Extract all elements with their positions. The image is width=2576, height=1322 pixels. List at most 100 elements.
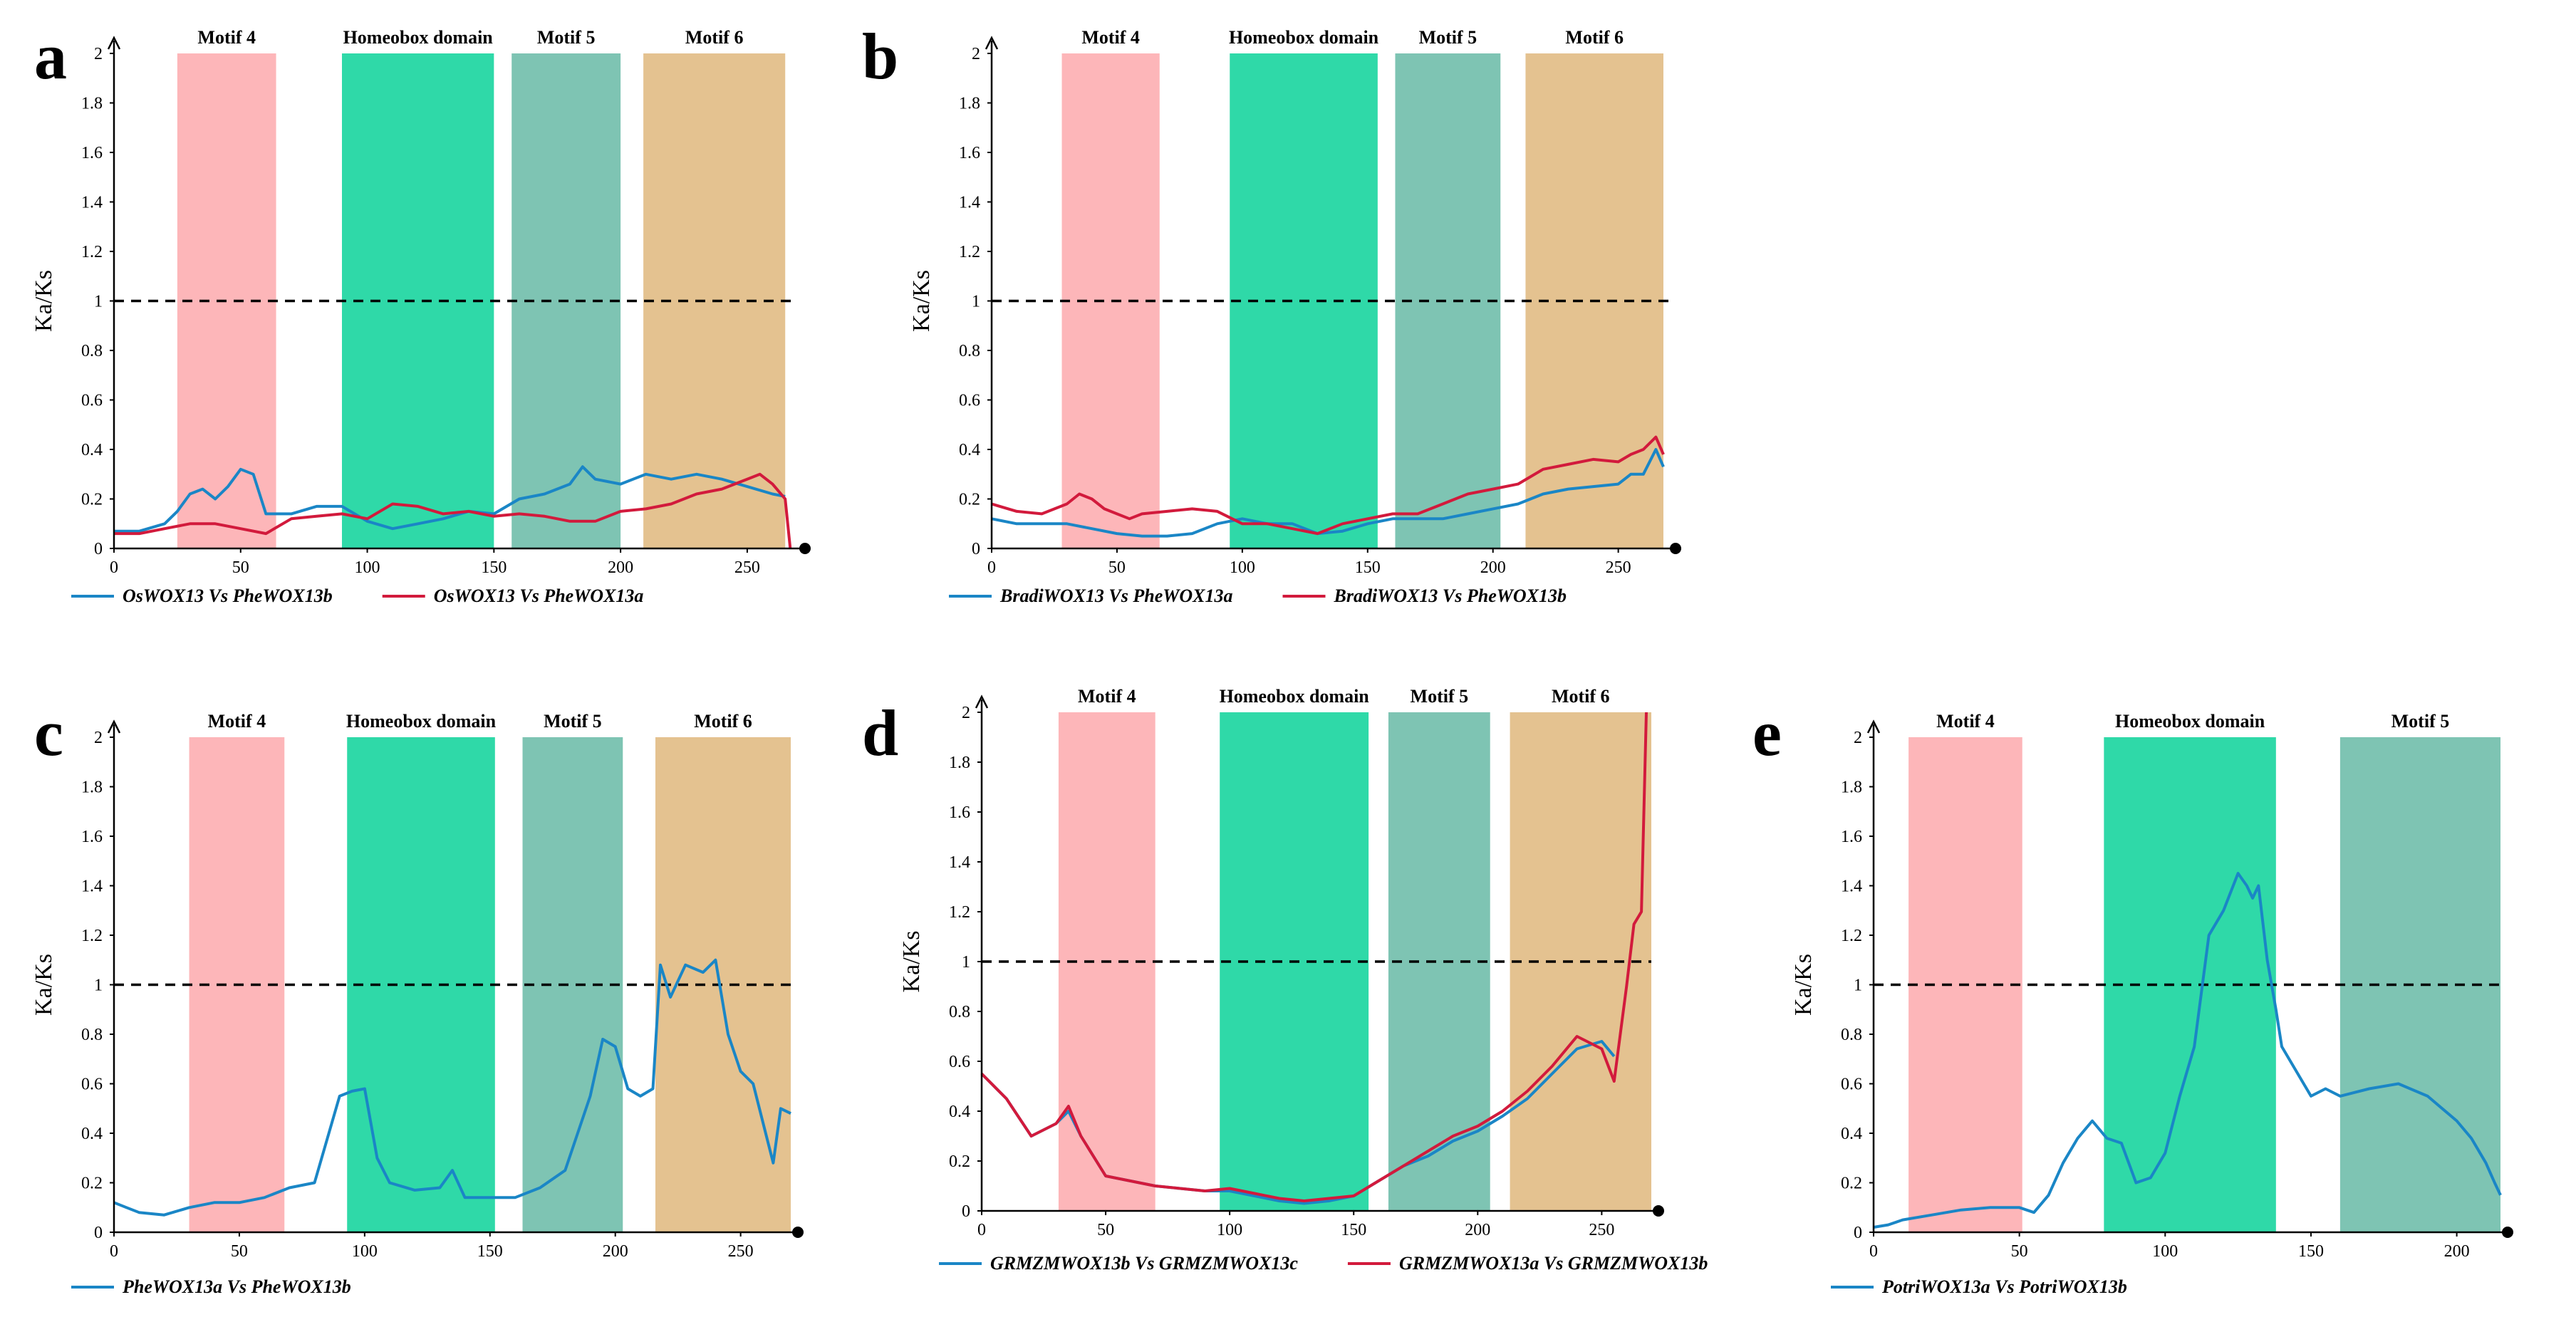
region-label-c-3: Motif 6 [694, 711, 752, 732]
y-tick-label-c-3: 0.6 [81, 1076, 103, 1094]
x-tick-label-d-1: 50 [1097, 1221, 1114, 1239]
x-axis-end-marker-d [1653, 1205, 1664, 1217]
x-tick-label-e-2: 100 [2152, 1242, 2178, 1261]
y-tick-label-e-10: 2 [1854, 729, 1862, 747]
y-tick-label-c-0: 0 [94, 1224, 103, 1242]
y-axis-title-a: Ka/Ks [31, 270, 57, 332]
x-tick-label-c-2: 100 [352, 1242, 378, 1261]
y-tick-label-a-4: 0.8 [81, 342, 103, 360]
y-tick-label-c-5: 1 [94, 977, 103, 995]
legend-label-d-0: GRMZMWOX13b Vs GRMZMWOX13c [990, 1253, 1298, 1274]
y-tick-label-c-2: 0.4 [81, 1125, 103, 1143]
y-tick-label-c-8: 1.6 [81, 828, 103, 846]
y-tick-label-d-3: 0.6 [949, 1053, 970, 1071]
y-tick-label-a-1: 0.2 [81, 491, 103, 509]
region-label-e-0: Motif 4 [1936, 711, 1995, 732]
y-tick-label-e-2: 0.4 [1841, 1125, 1862, 1143]
x-tick-label-c-4: 200 [603, 1242, 628, 1261]
y-axis-title-c: Ka/Ks [31, 954, 57, 1016]
y-tick-label-b-10: 2 [972, 45, 980, 63]
y-tick-label-d-8: 1.6 [949, 803, 970, 822]
x-axis-end-marker-c [792, 1227, 804, 1238]
y-tick-label-a-9: 1.8 [81, 95, 103, 113]
panel-c: Motif 4 Homeobox domain Motif 5 Motif 6 0 0.2… [31, 697, 804, 1297]
y-tick-label-e-1: 0.2 [1841, 1175, 1862, 1193]
x-tick-label-c-5: 250 [728, 1242, 754, 1261]
region-label-a-2: Motif 5 [537, 27, 596, 48]
x-tick-label-e-3: 150 [2298, 1242, 2324, 1261]
region-b-0 [1061, 53, 1160, 548]
series-line-a-1 [114, 472, 792, 549]
y-tick-label-c-1: 0.2 [81, 1175, 103, 1193]
y-tick-label-a-2: 0.4 [81, 441, 103, 459]
x-tick-label-a-2: 100 [355, 558, 380, 577]
y-tick-label-a-3: 0.6 [81, 392, 103, 410]
region-label-e-2: Motif 5 [2391, 711, 2450, 732]
y-axis-arrow-e [1866, 719, 1881, 734]
legend-label-e-0: PotriWOX13a Vs PotriWOX13b [1881, 1276, 2127, 1297]
x-tick-label-e-4: 200 [2444, 1242, 2470, 1261]
legend-label-a-0: OsWOX13 Vs PheWOX13b [123, 585, 333, 606]
y-axis-title-e: Ka/Ks [1790, 954, 1817, 1016]
panel-letter-b: b [862, 20, 898, 93]
y-tick-label-b-8: 1.6 [959, 144, 980, 162]
x-tick-label-d-2: 100 [1217, 1221, 1242, 1239]
y-axis-arrow-c [107, 719, 121, 734]
series-line-e-0 [1873, 872, 2502, 1229]
y-tick-label-d-2: 0.4 [949, 1103, 970, 1121]
y-tick-label-e-6: 1.2 [1841, 927, 1862, 945]
x-tick-label-c-0: 0 [110, 1242, 118, 1261]
series-line-c-0 [113, 958, 791, 1217]
y-tick-label-d-10: 2 [962, 704, 970, 722]
panel-e: Motif 4 Homeobox domain Motif 5 0 0.2 0.4 0.6 0… [1752, 697, 2513, 1297]
x-tick-label-b-1: 50 [1108, 558, 1126, 577]
y-tick-label-e-7: 1.4 [1841, 878, 1862, 896]
x-tick-label-e-1: 50 [2011, 1242, 2028, 1261]
x-axis-end-marker-a [799, 543, 811, 554]
x-axis-end-marker-b [1670, 543, 1681, 554]
y-tick-label-c-7: 1.4 [81, 878, 103, 896]
region-label-a-3: Motif 6 [685, 27, 744, 48]
x-tick-label-c-3: 150 [477, 1242, 503, 1261]
panel-letter-c: c [34, 697, 63, 769]
y-tick-label-e-3: 0.6 [1841, 1076, 1862, 1094]
x-tick-label-a-5: 250 [734, 558, 760, 577]
region-label-d-2: Motif 5 [1411, 686, 1469, 707]
x-tick-label-a-3: 150 [481, 558, 507, 577]
region-label-d-3: Motif 6 [1552, 686, 1610, 707]
x-tick-label-d-0: 0 [977, 1221, 986, 1239]
y-tick-label-d-6: 1.2 [949, 903, 970, 922]
panel-letter-e: e [1752, 697, 1782, 769]
y-tick-label-d-0: 0 [962, 1202, 970, 1221]
legend-label-c-0: PheWOX13a Vs PheWOX13b [122, 1276, 351, 1297]
series-line-b-1 [991, 435, 1665, 536]
y-axis-arrow-b [985, 36, 999, 50]
series-line-a-0 [114, 465, 786, 533]
region-d-2 [1388, 712, 1490, 1211]
region-label-b-3: Motif 6 [1565, 27, 1624, 48]
y-tick-label-a-7: 1.4 [81, 194, 103, 212]
y-tick-label-b-6: 1.2 [959, 243, 980, 261]
region-label-c-1: Homeobox domain [346, 711, 497, 732]
series-line-b-0 [991, 448, 1665, 538]
panel-letter-a: a [34, 20, 67, 93]
region-a-1 [342, 53, 494, 548]
x-tick-label-e-0: 0 [1869, 1242, 1878, 1261]
series-line-d-1 [980, 712, 1648, 1202]
region-label-b-0: Motif 4 [1081, 27, 1140, 48]
y-tick-label-c-4: 0.8 [81, 1026, 103, 1044]
y-tick-label-d-1: 0.2 [949, 1152, 970, 1171]
x-tick-label-d-3: 150 [1341, 1221, 1366, 1239]
region-c-2 [522, 737, 623, 1232]
y-tick-label-e-0: 0 [1854, 1224, 1862, 1242]
y-axis-title-d: Ka/Ks [898, 931, 925, 993]
y-tick-label-b-5: 1 [972, 293, 980, 311]
x-tick-label-c-1: 50 [231, 1242, 248, 1261]
region-label-e-1: Homeobox domain [2115, 711, 2265, 732]
legend-label-b-1: BradiWOX13 Vs PheWOX13b [1334, 585, 1567, 606]
x-tick-label-d-4: 200 [1465, 1221, 1490, 1239]
y-tick-label-b-4: 0.8 [959, 342, 980, 360]
y-tick-label-d-9: 1.8 [949, 754, 970, 772]
y-tick-label-b-2: 0.4 [959, 441, 980, 459]
